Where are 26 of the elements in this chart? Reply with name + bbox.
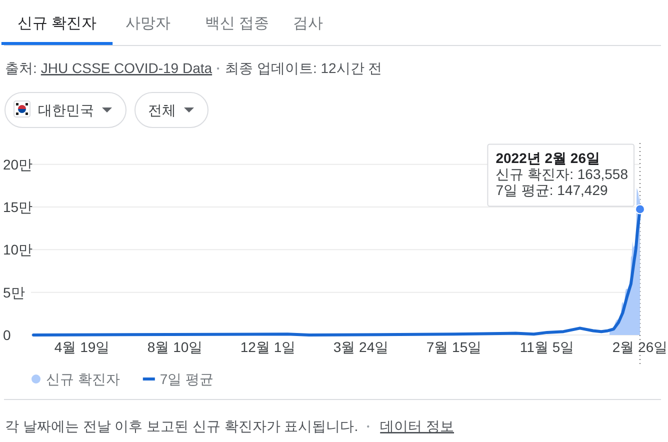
x-tick-label: 12월 1일: [240, 339, 296, 355]
text: 각 날짜에는 전날 이후 보고된 신규 확진자가 표시됩니다.: [5, 418, 358, 434]
x-tick-label: 8월 10일: [147, 339, 203, 355]
y-tick-label: 20만: [3, 156, 33, 172]
legend-label: 7일 평균: [160, 371, 214, 387]
text: 전체: [148, 102, 176, 118]
y-tick-label: 15만: [3, 199, 33, 215]
text: 대한민국: [38, 102, 94, 118]
legend-label: 신규 확진자: [46, 371, 120, 387]
text: 데이터 정보: [380, 418, 454, 434]
y-tick-label: 5만: [3, 284, 25, 300]
text: 사망자: [126, 15, 170, 32]
x-tick-label: 11월 5일: [520, 339, 574, 355]
text: JHU CSSE COVID-19 Data: [40, 60, 212, 76]
x-tick-label: 3월 24일: [333, 339, 389, 355]
text: 최종 업데이트: 12시간 전: [225, 60, 382, 76]
x-tick-label: 4월 19일: [54, 339, 110, 355]
source-note: 출처:: [5, 60, 37, 76]
text: 신규 확진자: [17, 15, 97, 32]
annotation: 2022년 2월 26일 신규 확진자: 163,558 7일 평균: 147,429: [496, 150, 632, 198]
y-tick-label: 0: [3, 327, 11, 343]
y-tick-label: 10만: [3, 242, 33, 258]
text: 백신 접종: [204, 15, 270, 32]
text: 검사: [293, 15, 323, 32]
x-tick-label: 2월 26일: [612, 339, 668, 355]
x-tick-label: 7월 15일: [426, 339, 482, 355]
